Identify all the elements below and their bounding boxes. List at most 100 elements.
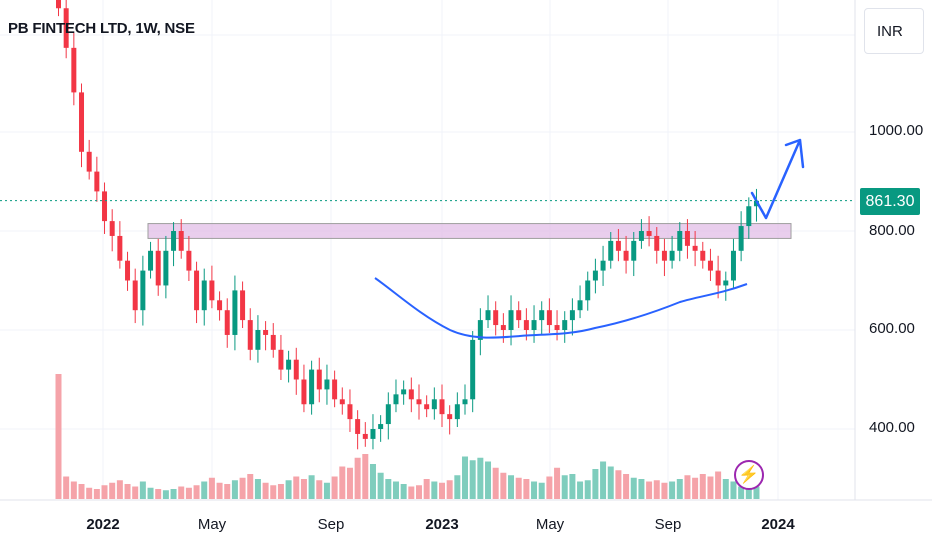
volume-bar: [55, 374, 62, 499]
volume-bar: [400, 484, 407, 499]
volume-bar: [439, 482, 445, 499]
candle: [424, 404, 430, 410]
volume-bar: [462, 456, 469, 499]
volume-bar: [93, 489, 100, 499]
volume-bar: [661, 482, 668, 499]
cup-curve: [374, 277, 748, 339]
candle: [316, 369, 322, 390]
candle: [362, 433, 368, 439]
candle: [117, 235, 123, 261]
volume-bar: [669, 481, 676, 499]
candle: [56, 0, 61, 9]
volume-bar: [178, 486, 185, 499]
candle: [477, 320, 483, 340]
candle: [707, 260, 713, 271]
volume-bar: [247, 474, 254, 499]
candle: [270, 334, 276, 350]
volume-bar: [707, 476, 714, 499]
candle: [654, 235, 660, 251]
candle: [454, 404, 460, 420]
x-tick-label: 2024: [761, 516, 795, 533]
y-tick-label: 800.00: [869, 222, 915, 239]
candle: [562, 320, 568, 330]
candle: [125, 260, 131, 281]
volume-bar: [132, 486, 139, 499]
candle: [140, 270, 146, 311]
candle: [585, 280, 591, 301]
candle: [209, 280, 215, 301]
candle: [339, 399, 345, 405]
volume-bar: [377, 472, 384, 499]
candle: [554, 325, 560, 330]
candle: [500, 325, 506, 330]
volume-bar: [500, 472, 507, 499]
volume-bar: [170, 489, 177, 499]
volume-bar: [139, 481, 146, 499]
candle: [692, 245, 698, 251]
currency-button[interactable]: INR: [864, 8, 924, 54]
volume-bar: [646, 481, 653, 499]
volume-bar: [109, 482, 116, 499]
volume-bar: [201, 481, 208, 499]
volume-bar: [546, 476, 553, 499]
volume-bar: [492, 467, 499, 499]
candle: [539, 310, 545, 321]
candle: [148, 250, 154, 271]
volume-bar: [531, 481, 538, 499]
candle: [523, 320, 529, 330]
volume-bar: [285, 480, 292, 499]
candle: [600, 260, 606, 271]
candlestick-series: [56, 0, 759, 450]
candle: [163, 250, 169, 286]
volume-bar: [715, 471, 722, 499]
y-tick-label: 600.00: [869, 320, 915, 337]
volume-bar: [408, 486, 415, 499]
x-tick-label: Sep: [654, 516, 682, 533]
volume-bar: [254, 479, 261, 499]
candle: [286, 359, 292, 370]
volume-bar: [86, 487, 93, 499]
candle: [109, 221, 115, 236]
volume-bar: [78, 484, 85, 499]
volume-bar: [354, 457, 361, 499]
volume-bar: [446, 480, 453, 499]
candle: [94, 171, 100, 192]
volume-bar: [653, 480, 660, 499]
lightning-bolt-icon[interactable]: ⚡: [734, 460, 764, 490]
x-tick-label: 2023: [425, 516, 459, 533]
volume-bar: [346, 467, 353, 499]
volume-bar: [63, 476, 70, 499]
candle: [569, 310, 575, 321]
candle: [646, 231, 652, 236]
candle: [401, 389, 407, 395]
candle: [385, 404, 391, 425]
candle: [408, 389, 414, 400]
candle: [577, 300, 583, 311]
candle: [255, 330, 261, 350]
volume-bar: [477, 457, 484, 499]
volume-bar: [630, 477, 637, 499]
resistance-zone: [147, 223, 792, 239]
x-tick-label: 2022: [86, 516, 120, 533]
volume-bar: [262, 482, 269, 499]
volume-bar: [423, 479, 430, 499]
volume-bars: [55, 374, 760, 499]
candle: [201, 280, 207, 311]
candle: [439, 399, 445, 415]
candle: [132, 280, 138, 311]
candle: [393, 394, 399, 405]
volume-bar: [538, 482, 545, 499]
candle: [738, 226, 744, 251]
volume-bar: [623, 474, 630, 499]
candle: [309, 369, 315, 405]
volume-bar: [699, 474, 706, 499]
volume-bar: [745, 486, 752, 499]
chart-title: PB FINTECH LTD, 1W, NSE: [8, 20, 195, 37]
candle: [746, 206, 752, 227]
candle: [592, 270, 598, 281]
candle: [416, 399, 422, 405]
volume-bar: [753, 486, 760, 499]
x-tick-label: Sep: [317, 516, 345, 533]
candle: [232, 290, 238, 335]
